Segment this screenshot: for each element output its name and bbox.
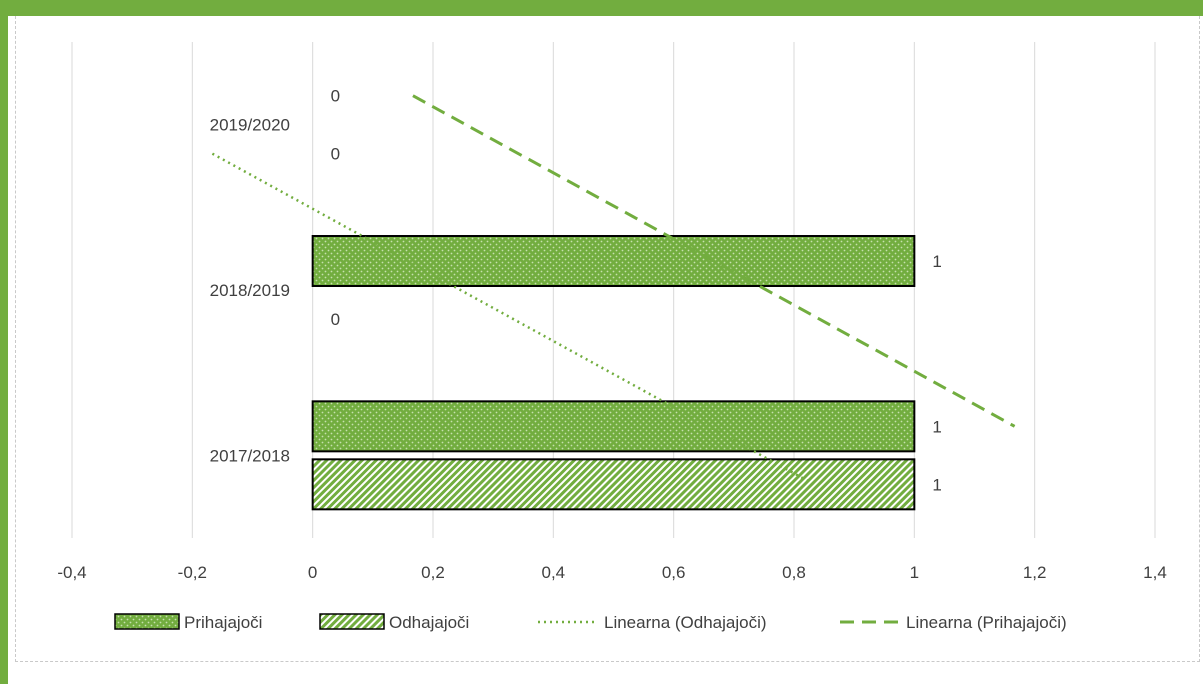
x-tick-label: 1 (910, 563, 919, 582)
x-tick-label: 0 (308, 563, 317, 582)
left-accent-band (0, 0, 8, 684)
trendline-dotted (211, 152, 815, 486)
trendline-dashed (412, 94, 1016, 428)
legend-swatch (114, 613, 180, 630)
bar-dots (311, 235, 916, 287)
bar-diagonal (311, 458, 916, 511)
legend-label: Linearna (Odhajajoči) (604, 613, 767, 632)
top-accent-band (0, 0, 1203, 16)
legend-label: Prihajajoči (184, 613, 262, 632)
x-tick-label: 0,2 (421, 563, 445, 582)
data-labels: 1 1 0 1 0 0 (331, 87, 942, 495)
x-tick-label: 1,2 (1023, 563, 1047, 582)
x-tick-label: 0,4 (542, 563, 566, 582)
data-label: 0 (331, 145, 340, 164)
bar-dots (311, 400, 916, 453)
category-label: 2019/2020 (210, 116, 290, 135)
chart-frame (15, 16, 1200, 662)
category-label: 2017/2018 (210, 446, 290, 465)
legend-label: Odhajajoči (389, 613, 469, 632)
axis-labels: -0,4 -0,2 0 0,2 0,4 0,6 0,8 1 1,2 1,4 2017/2018 201… (57, 116, 1166, 582)
data-label: 1 (932, 417, 941, 436)
data-label: 0 (331, 87, 340, 106)
legend-swatch (319, 613, 385, 630)
trendlines (211, 94, 1016, 486)
x-tick-label: 0,6 (662, 563, 686, 582)
x-tick-label: 0,8 (782, 563, 806, 582)
data-label: 1 (932, 252, 941, 271)
x-tick-label: 1,4 (1143, 563, 1167, 582)
legend: Prihajajoči Odhajajoči Linearna (Odhajajoč… (114, 613, 1067, 632)
data-label: 0 (331, 310, 340, 329)
data-label: 1 (932, 475, 941, 494)
category-label: 2018/2019 (210, 281, 290, 300)
legend-label: Linearna (Prihajajoči) (906, 613, 1067, 632)
x-tick-label: -0,4 (57, 563, 86, 582)
bars (311, 235, 916, 511)
gridlines (71, 42, 1156, 538)
x-tick-label: -0,2 (178, 563, 207, 582)
